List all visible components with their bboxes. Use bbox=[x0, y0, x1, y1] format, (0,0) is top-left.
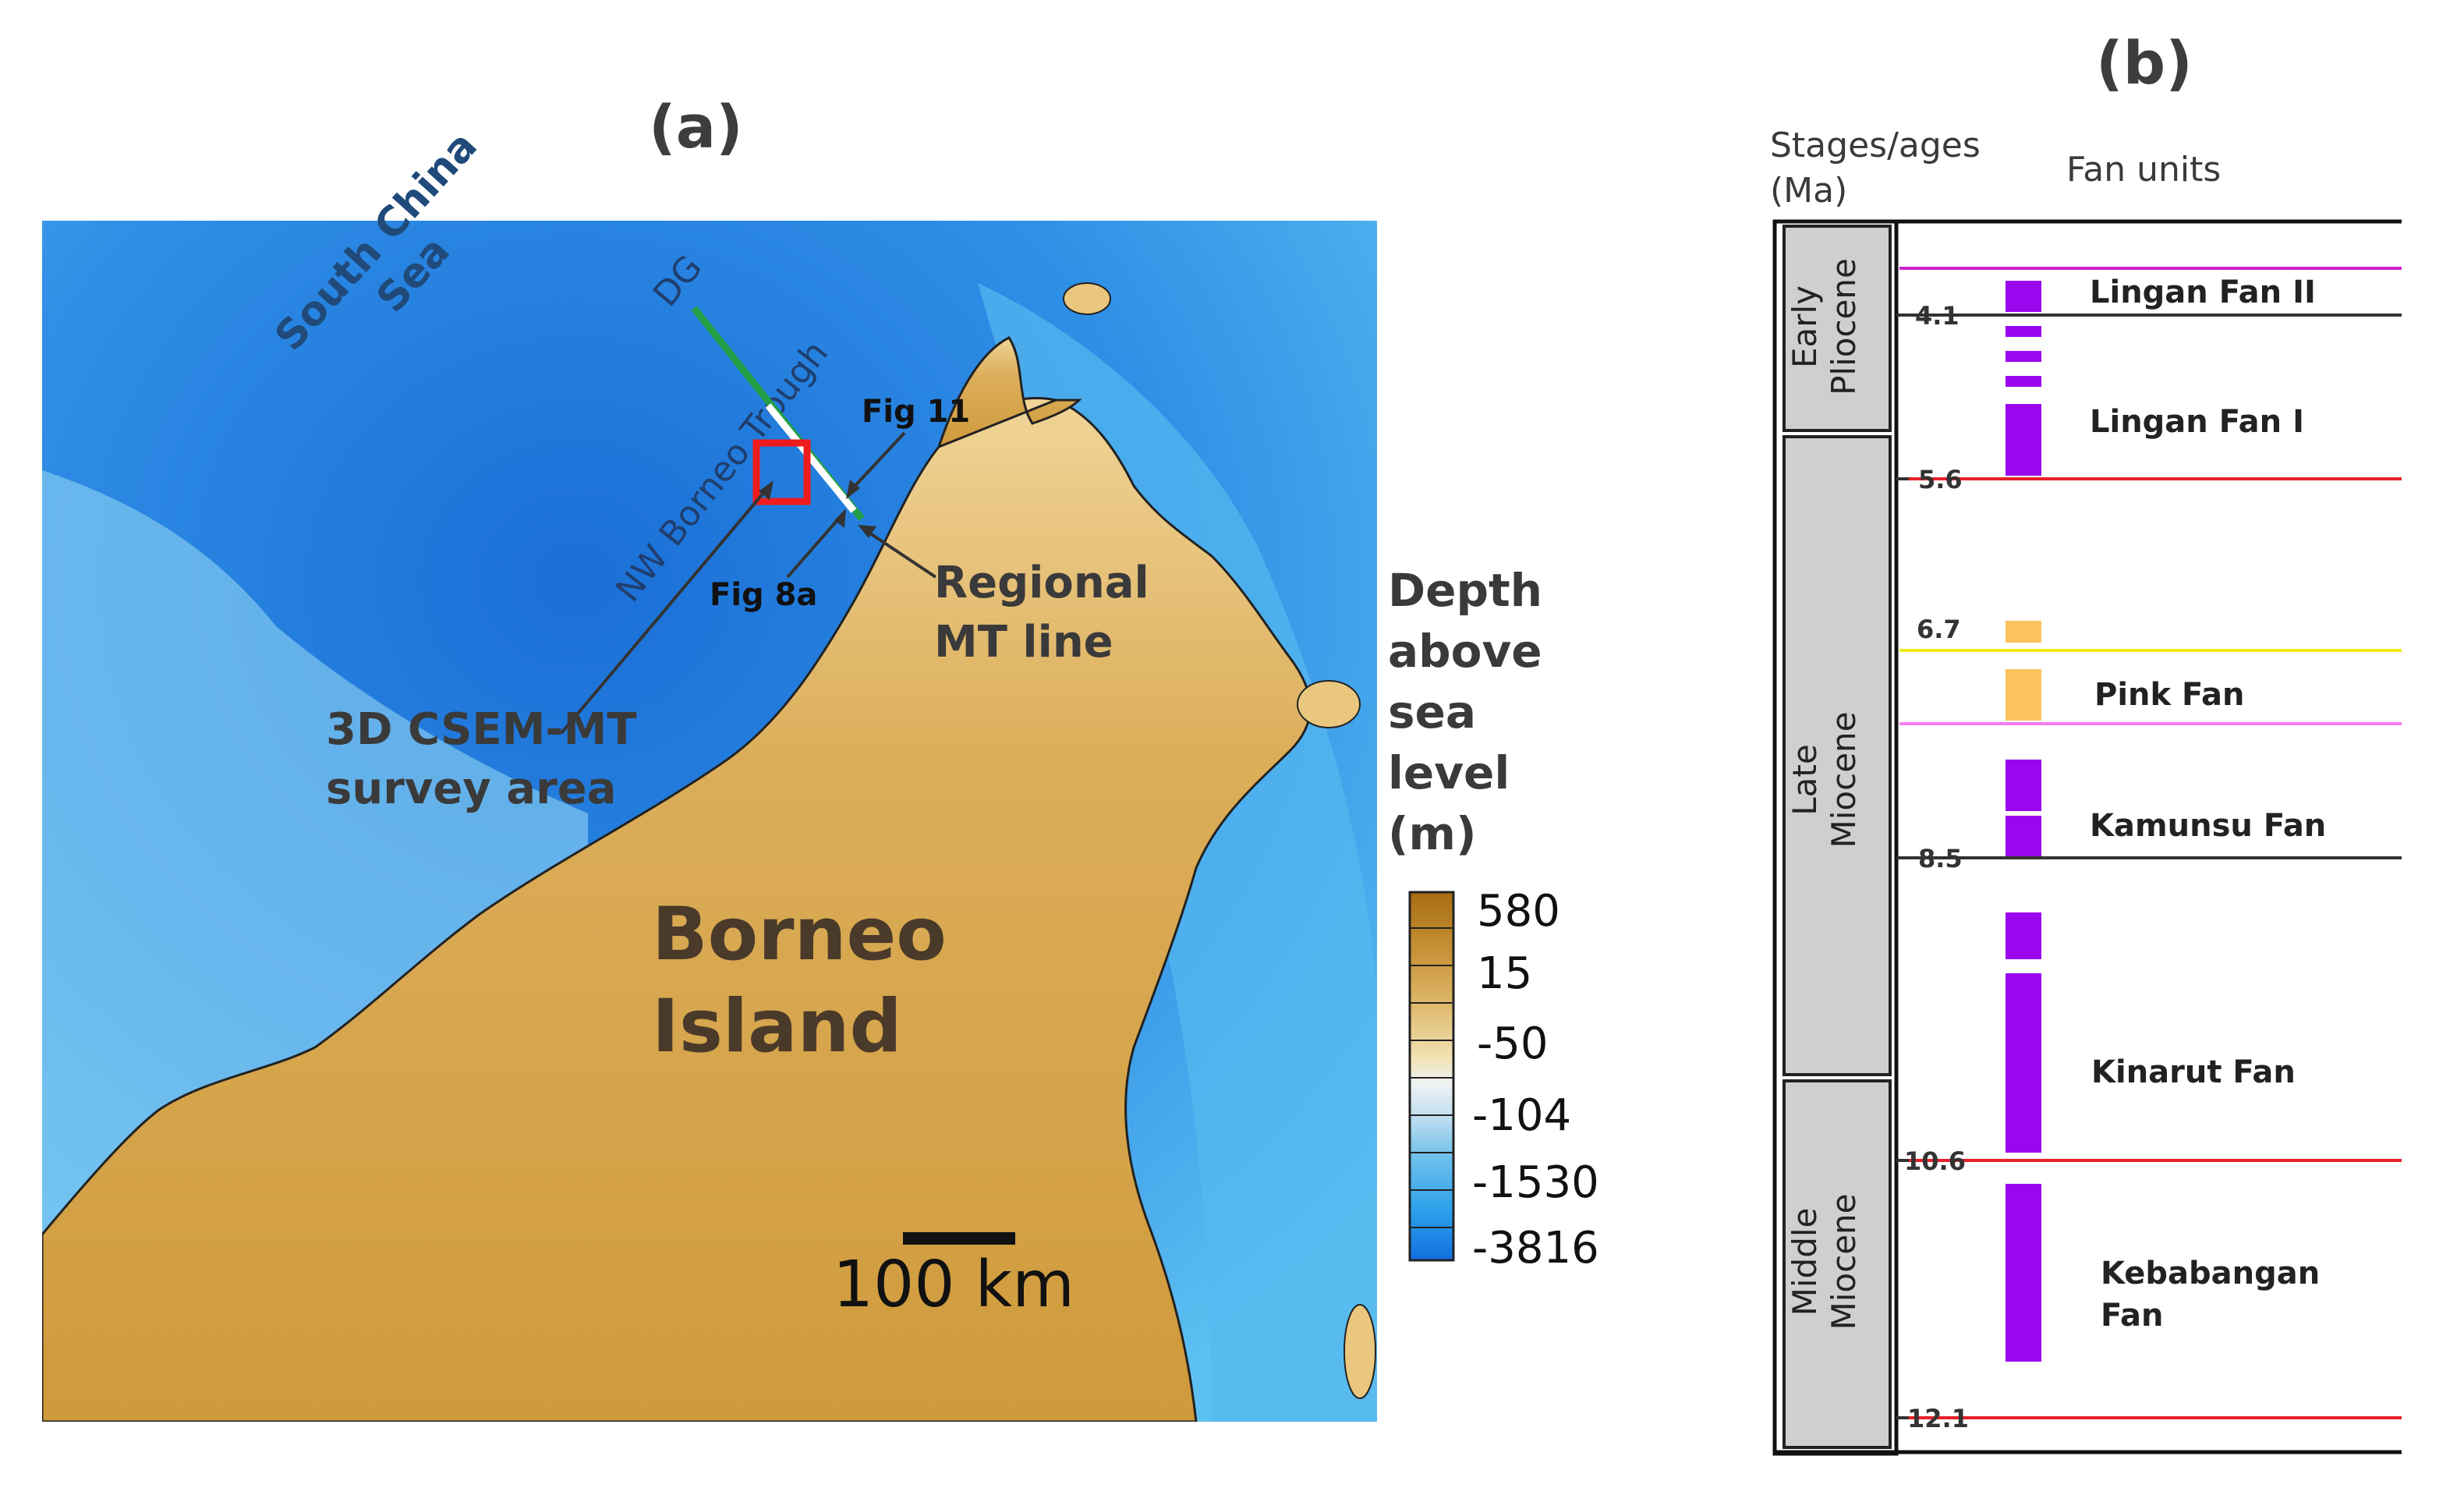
age-12.1: 12.1 bbox=[1907, 1404, 1969, 1433]
stage-late-miocene-label: Late Miocene bbox=[1786, 711, 1863, 848]
survey-area-arrowhead bbox=[759, 480, 774, 500]
scale-bar bbox=[903, 1232, 1015, 1245]
fan-kamunsu-fan: Kamunsu Fan bbox=[2090, 808, 2327, 844]
regional-mt-arrow bbox=[864, 529, 937, 579]
survey-area-arrow bbox=[560, 486, 770, 735]
regional-mt-arrowhead bbox=[858, 525, 876, 538]
stages-header: Stages/ages (Ma) bbox=[1770, 126, 1981, 211]
scale-bar-label: 100 km bbox=[833, 1248, 1074, 1322]
stage-middle-miocene-box bbox=[1783, 1079, 1892, 1449]
pink-fan-bars bbox=[2006, 621, 2041, 721]
kebabangan-fan-bar bbox=[2006, 1184, 2041, 1362]
pink-fan-bar-2 bbox=[2006, 669, 2041, 721]
age-6.7: 6.7 bbox=[1917, 615, 1961, 644]
regional-mt-line-white bbox=[765, 403, 857, 513]
stage-early-pliocene-box bbox=[1783, 225, 1892, 432]
lingan-fan-i-bar-3 bbox=[2006, 376, 2041, 387]
regional-mt-line-label: Regional MT line bbox=[934, 558, 1149, 668]
stage-late-miocene-box bbox=[1783, 435, 1892, 1076]
bathymetry-map bbox=[42, 221, 1377, 1422]
fig11-arrowhead bbox=[846, 480, 860, 499]
age-4.1: 4.1 bbox=[1915, 301, 1960, 331]
lingan-fan-i-bar-2 bbox=[2006, 351, 2041, 362]
panel-b-label: (b) bbox=[2096, 28, 2193, 97]
fan-units-header: Fan units bbox=[2066, 150, 2221, 190]
fan-bars bbox=[2006, 281, 2041, 1362]
kamunsu-fan-bar-2 bbox=[2006, 816, 2041, 856]
csem-mt-survey-box bbox=[752, 439, 811, 505]
island bbox=[1063, 282, 1111, 315]
stage-middle-miocene-label: Middle Miocene bbox=[1786, 1193, 1863, 1330]
legend-value-580: 580 bbox=[1477, 886, 1560, 937]
panel-a-label: (a) bbox=[649, 92, 743, 161]
stage-early-pliocene-label: Early Pliocene bbox=[1786, 258, 1863, 395]
kinarut-fan-bar-2 bbox=[2006, 973, 2041, 1153]
fig8a-arrowhead bbox=[834, 508, 846, 528]
island bbox=[1297, 680, 1361, 728]
fig11-arrow bbox=[848, 431, 906, 493]
island bbox=[1344, 1304, 1376, 1399]
pink-fan-bar-1 bbox=[2006, 621, 2041, 643]
fan-lingan-fan-i: Lingan Fan I bbox=[2090, 404, 2304, 440]
age-8.5: 8.5 bbox=[1918, 844, 1963, 873]
lingan-fan-i-bar-1 bbox=[2006, 326, 2041, 337]
age-10.6: 10.6 bbox=[1904, 1146, 1966, 1176]
legend-value-neg3816: -3816 bbox=[1472, 1223, 1599, 1274]
kudat-peninsula bbox=[936, 336, 1082, 449]
legend-value-neg104: -104 bbox=[1472, 1090, 1572, 1141]
fan-kinarut-fan: Kinarut Fan bbox=[2091, 1054, 2296, 1090]
lingan-fan-ii-bar bbox=[2006, 281, 2041, 312]
kinarut-fan-bar-1 bbox=[2006, 912, 2041, 959]
depth-colorbar bbox=[1408, 891, 1455, 1262]
legend-value-neg50: -50 bbox=[1477, 1019, 1549, 1069]
fan-pink-fan: Pink Fan bbox=[2094, 677, 2245, 713]
legend-value-15: 15 bbox=[1477, 948, 1533, 999]
depth-legend-title: Depth above sea level (m) bbox=[1388, 564, 1543, 860]
legend-value-neg1530: -1530 bbox=[1472, 1157, 1599, 1208]
fan-lingan-fan-ii: Lingan Fan II bbox=[2090, 275, 2316, 310]
lingan-fan-i-bar-4 bbox=[2006, 404, 2041, 476]
fan-kebabangan-fan: Kebabangan Fan bbox=[2101, 1256, 2321, 1334]
survey-area-label: 3D CSEM-MT survey area bbox=[326, 704, 637, 814]
fig8a-arrow bbox=[786, 513, 844, 579]
fig8a-label: Fig 8a bbox=[710, 577, 818, 613]
borneo-island-label: Borneo Island bbox=[652, 892, 947, 1069]
fig11-label: Fig 11 bbox=[862, 394, 971, 430]
kamunsu-fan-bar-1 bbox=[2006, 760, 2041, 811]
age-5.6: 5.6 bbox=[1918, 465, 1963, 494]
